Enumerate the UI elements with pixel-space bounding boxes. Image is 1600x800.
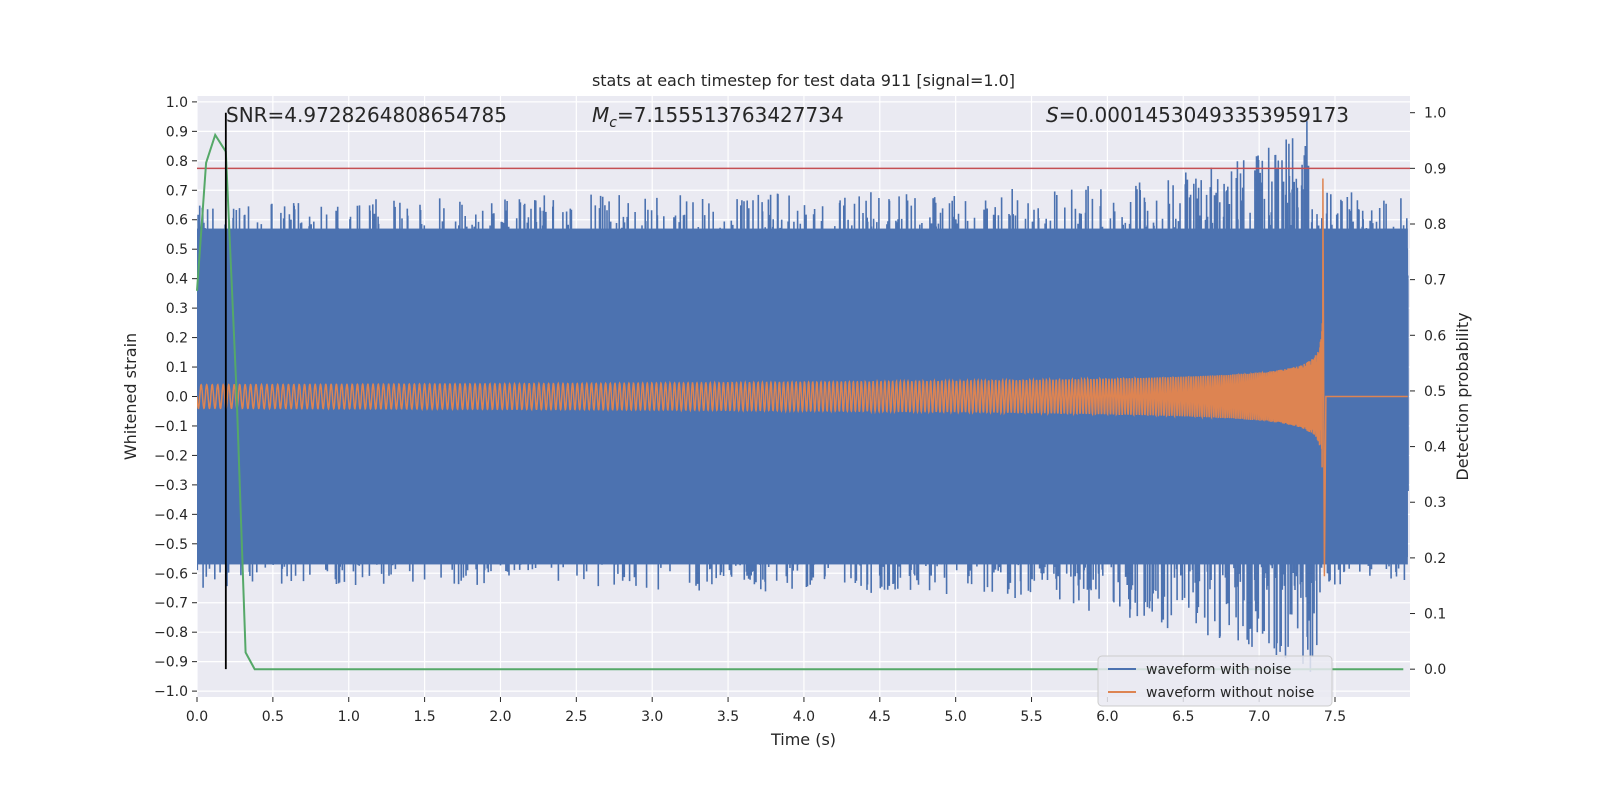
y-left-tick-label: 0.7 <box>166 183 188 199</box>
y-right-tick-label: 0.0 <box>1424 662 1446 678</box>
y-left-tick-label: −0.7 <box>154 596 188 612</box>
s-value: =0.00014530493353959173 <box>1059 103 1349 127</box>
y-left-tick-label: −0.9 <box>154 655 188 671</box>
x-tick-label: 7.0 <box>1248 709 1270 725</box>
y-right-tick-label: 0.8 <box>1424 217 1446 233</box>
y-left-tick-label: −0.4 <box>154 507 188 523</box>
y-left-tick-label: 0.5 <box>166 242 188 258</box>
y-left-tick-label: 0.1 <box>166 360 188 376</box>
y-right-tick-label: 0.2 <box>1424 551 1446 567</box>
legend-entry-noise: waveform with noise <box>1146 662 1291 678</box>
y-left-tick-label: −0.6 <box>154 566 188 582</box>
mc-subscript: c <box>609 115 617 131</box>
y-left-tick-label: 0.4 <box>166 272 188 288</box>
y-left-tick-label: −0.3 <box>154 478 188 494</box>
y-left-tick-label: 0.0 <box>166 390 188 406</box>
x-tick-label: 2.5 <box>565 709 587 725</box>
x-tick-label: 5.0 <box>945 709 967 725</box>
x-tick-label: 2.0 <box>489 709 511 725</box>
chart-title: stats at each timestep for test data 911… <box>592 71 1015 90</box>
y-left-tick-label: 0.6 <box>166 213 188 229</box>
series-layer <box>196 112 1410 672</box>
y-right-tick-label: 0.5 <box>1424 384 1446 400</box>
y-right-tick-label: 0.6 <box>1424 328 1446 344</box>
y-right-tick-label: 0.4 <box>1424 440 1446 456</box>
legend-entry-clean: waveform without noise <box>1146 685 1314 701</box>
significance-annotation: S=0.00014530493353959173 <box>1046 103 1349 127</box>
series-waveform-without-noise <box>197 178 1408 577</box>
y-left-tick-label: 0.9 <box>166 124 188 140</box>
x-tick-label: 0.5 <box>262 709 284 725</box>
s-symbol: S <box>1046 103 1059 127</box>
series-detection-probability <box>196 132 1404 671</box>
x-tick-label: 1.5 <box>413 709 435 725</box>
x-tick-label: 7.5 <box>1324 709 1346 725</box>
y-axis-left-label: Whitened strain <box>121 333 140 460</box>
mc-symbol: M <box>592 103 609 127</box>
y-left-tick-label: −0.1 <box>154 419 188 435</box>
x-tick-label: 1.0 <box>338 709 360 725</box>
x-axis-label: Time (s) <box>770 730 836 749</box>
y-left-tick-label: −0.5 <box>154 537 188 553</box>
y-axis-right-label: Detection probability <box>1453 312 1472 480</box>
x-tick-label: 3.0 <box>641 709 663 725</box>
y-left-tick-label: −1.0 <box>154 684 188 700</box>
y-right-tick-label: 0.9 <box>1424 161 1446 177</box>
x-tick-label: 0.0 <box>186 709 208 725</box>
x-tick-label: 6.5 <box>1172 709 1194 725</box>
y-left-tick-label: 0.3 <box>166 301 188 317</box>
y-right-tick-label: 0.3 <box>1424 495 1446 511</box>
x-tick-label: 4.0 <box>793 709 815 725</box>
snr-annotation: SNR=4.9728264808654785 <box>226 103 507 127</box>
x-tick-label: 4.5 <box>869 709 891 725</box>
y-right-tick-label: 0.7 <box>1424 273 1446 289</box>
x-tick-label: 3.5 <box>717 709 739 725</box>
x-tick-label: 5.5 <box>1020 709 1042 725</box>
y-right-tick-label: 0.1 <box>1424 607 1446 623</box>
y-left-tick-label: 0.2 <box>166 331 188 347</box>
legend: waveform with noise waveform without noi… <box>1097 655 1333 707</box>
y-left-tick-label: −0.8 <box>154 625 188 641</box>
mc-value: =7.155513763427734 <box>617 103 844 127</box>
y-left-tick-label: −0.2 <box>154 448 188 464</box>
y-left-tick-label: 0.8 <box>166 154 188 170</box>
y-right-tick-label: 1.0 <box>1424 106 1446 122</box>
chirp-mass-annotation: Mc=7.155513763427734 <box>592 103 844 131</box>
axes-layer: 0.0 0.5 1.0 1.5 2.0 2.5 3.0 3.5 4.0 4.5 5.0 5.5 6.0 6… <box>154 95 1446 725</box>
legend-box <box>1097 655 1333 707</box>
y-left-tick-label: 1.0 <box>166 95 188 111</box>
x-tick-label: 6.0 <box>1096 709 1118 725</box>
